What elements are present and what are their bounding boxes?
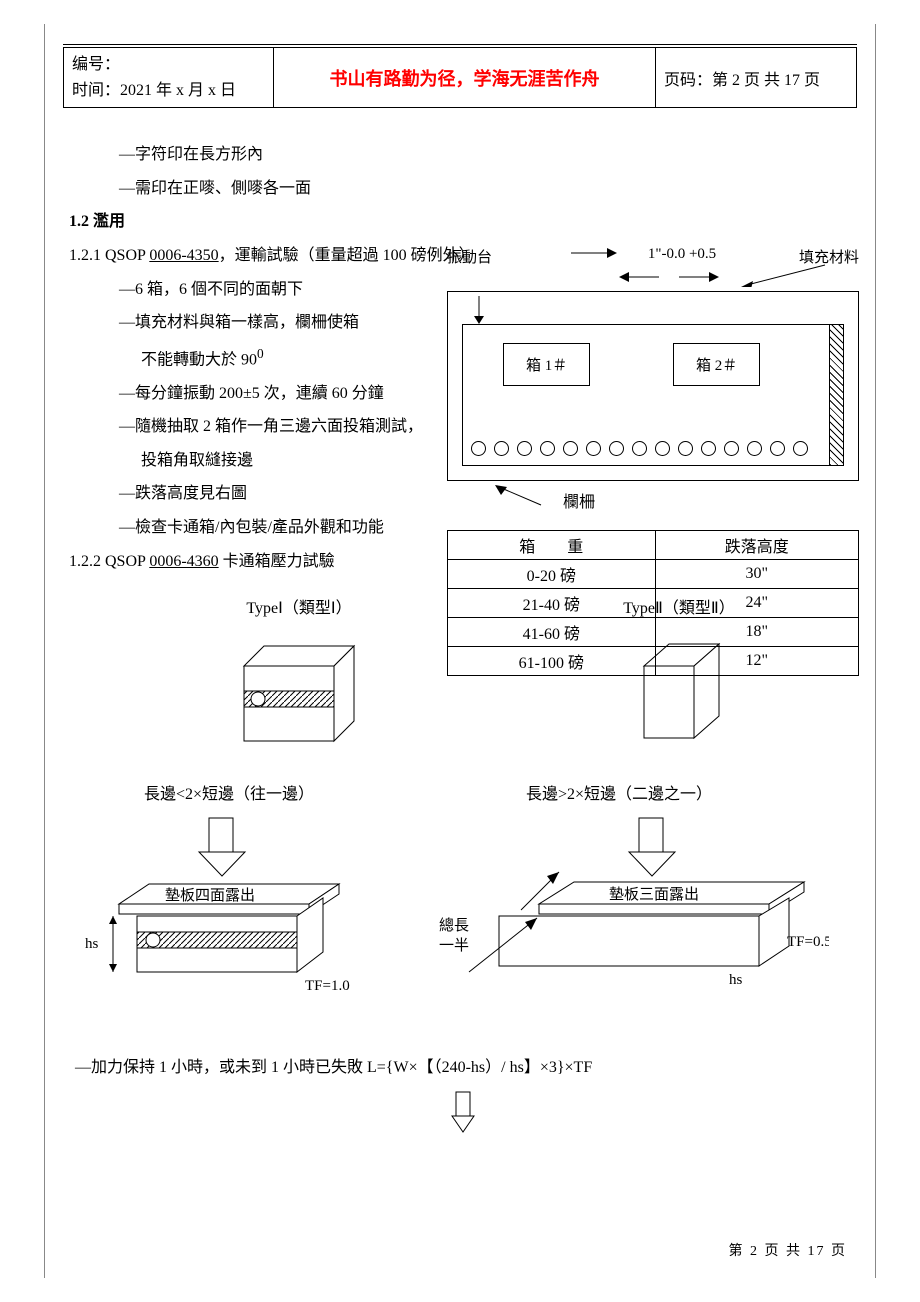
table-row: 61-100 磅12" — [448, 647, 859, 676]
cell: 12" — [655, 647, 858, 676]
type2-note: 長邊>2×短邊（二邊之一） — [409, 778, 829, 812]
table-row: 21-40 磅24" — [448, 589, 859, 618]
formula-line: —加力保持 1 小時，或未到 1 小時已失敗 L={W×【（240-hs）/ h… — [75, 1051, 857, 1085]
line-print-sides: —需印在正嘜、側嘜各一面 — [69, 172, 857, 206]
id-label: 编号： — [72, 56, 120, 73]
header-left: 编号： 时间：2021 年 x 月 x 日 — [64, 48, 274, 107]
fence-rollers — [471, 441, 823, 457]
press-row: 長邊<2×短邊（往一邊） 墊板四面露出 — [79, 778, 857, 1024]
cell: 18" — [655, 618, 858, 647]
header-motto: 书山有路勤为径，学海无涯苦作舟 — [274, 48, 656, 107]
fence-arrow-wrap: 欄柵 — [491, 485, 859, 512]
cell: 30" — [655, 560, 858, 589]
down-arrow-wrap — [69, 1090, 857, 1147]
qsop2-prefix: 1.2.2 QSOP — [69, 553, 149, 570]
table-row: 0-20 磅30" — [448, 560, 859, 589]
section-1-2: 1.2 濫用 — [69, 205, 857, 239]
type1-column: TypeⅠ（類型Ⅰ） — [149, 592, 449, 758]
type1-cube-icon — [224, 636, 374, 746]
half-b: 一半 — [439, 937, 469, 954]
press1-diagram-icon: 墊板四面露出 hs TF=1.0 — [79, 812, 379, 1012]
pad4-label: 墊板四面露出 — [165, 886, 255, 904]
page-value: 第 2 页 共 17 页 — [712, 66, 820, 90]
tf05-label: TF=0.5 — [787, 934, 829, 950]
fill-hatch — [829, 325, 843, 465]
qsop-4350: 0006-4350 — [149, 247, 218, 264]
vib-inner-box: 箱 1＃ 箱 2＃ — [462, 324, 844, 466]
th-height: 跌落高度 — [655, 531, 858, 560]
time-value: 2021 年 x 月 x 日 — [120, 82, 236, 99]
th-weight: 箱 重 — [448, 531, 656, 560]
fill-arrow-icon — [739, 263, 829, 287]
half-a: 總長 — [439, 916, 469, 934]
press-type1: 長邊<2×短邊（往一邊） 墊板四面露出 — [79, 778, 379, 1024]
box2-label: 箱 2＃ — [673, 343, 760, 386]
pad3-label: 墊板三面露出 — [609, 885, 699, 903]
cell: 61-100 磅 — [448, 647, 656, 676]
press2-diagram-icon: 墊板三面露出 總長 一半 hs TF=0.5 — [409, 812, 829, 1012]
vib-down-arrow-icon — [472, 296, 486, 324]
cell: 41-60 磅 — [448, 618, 656, 647]
press-type2: 長邊>2×短邊（二邊之一） 墊板三面露出 — [409, 778, 829, 1024]
qsop-suffix: ，運輸試驗（重量超過 100 磅例外） — [219, 247, 475, 264]
drop-table: 箱 重 跌落高度 0-20 磅30" 21-40 磅24" 41-60 磅18"… — [447, 530, 859, 676]
type1-note: 長邊<2×短邊（往一邊） — [79, 778, 379, 812]
vibration-diagram: 振動台 1"-0.0 +0.5 填充材料 箱 1＃ 箱 2＃ — [447, 246, 859, 676]
dim-label: 1"-0.0 +0.5 — [627, 246, 737, 267]
fence-arrow-icon — [491, 485, 551, 507]
box1-label: 箱 1＃ — [503, 343, 590, 386]
qsop-prefix: 1.2.1 QSOP — [69, 247, 149, 264]
degree-sup: 0 — [257, 346, 264, 361]
dim-right-arrow-icon — [679, 271, 719, 283]
hs1-label: hs — [85, 936, 99, 952]
type1-title: TypeⅠ（類型Ⅰ） — [149, 592, 449, 626]
hs2-label: hs — [729, 972, 743, 988]
line-chars-in-rect: —字符印在長方形內 — [69, 138, 857, 172]
cell: 21-40 磅 — [448, 589, 656, 618]
down-arrow-icon — [450, 1090, 476, 1134]
dim-left-arrow-icon — [619, 271, 659, 283]
time-label: 时间： — [72, 82, 120, 99]
header-top-rule — [63, 44, 857, 45]
vib-label: 振動台 — [447, 246, 557, 267]
table-header-row: 箱 重 跌落高度 — [448, 531, 859, 560]
table-row: 41-60 磅18" — [448, 618, 859, 647]
vib-outer-box: 箱 1＃ 箱 2＃ — [447, 291, 859, 481]
rot-text: 不能轉動大於 90 — [141, 351, 257, 368]
cell: 24" — [655, 589, 858, 618]
qsop-4360: 0006-4360 — [149, 553, 218, 570]
footer-page-number: 第 2 页 共 17 页 — [729, 1240, 848, 1260]
tf1-label: TF=1.0 — [305, 978, 350, 994]
page-header: 编号： 时间：2021 年 x 月 x 日 书山有路勤为径，学海无涯苦作舟 页码… — [63, 47, 857, 108]
qsop2-suffix: 卡通箱壓力試驗 — [219, 553, 335, 570]
page-label: 页码： — [664, 66, 712, 90]
fence-label: 欄柵 — [563, 494, 595, 511]
arrow-right-icon — [567, 246, 617, 260]
cell: 0-20 磅 — [448, 560, 656, 589]
header-page: 页码：第 2 页 共 17 页 — [656, 48, 856, 107]
